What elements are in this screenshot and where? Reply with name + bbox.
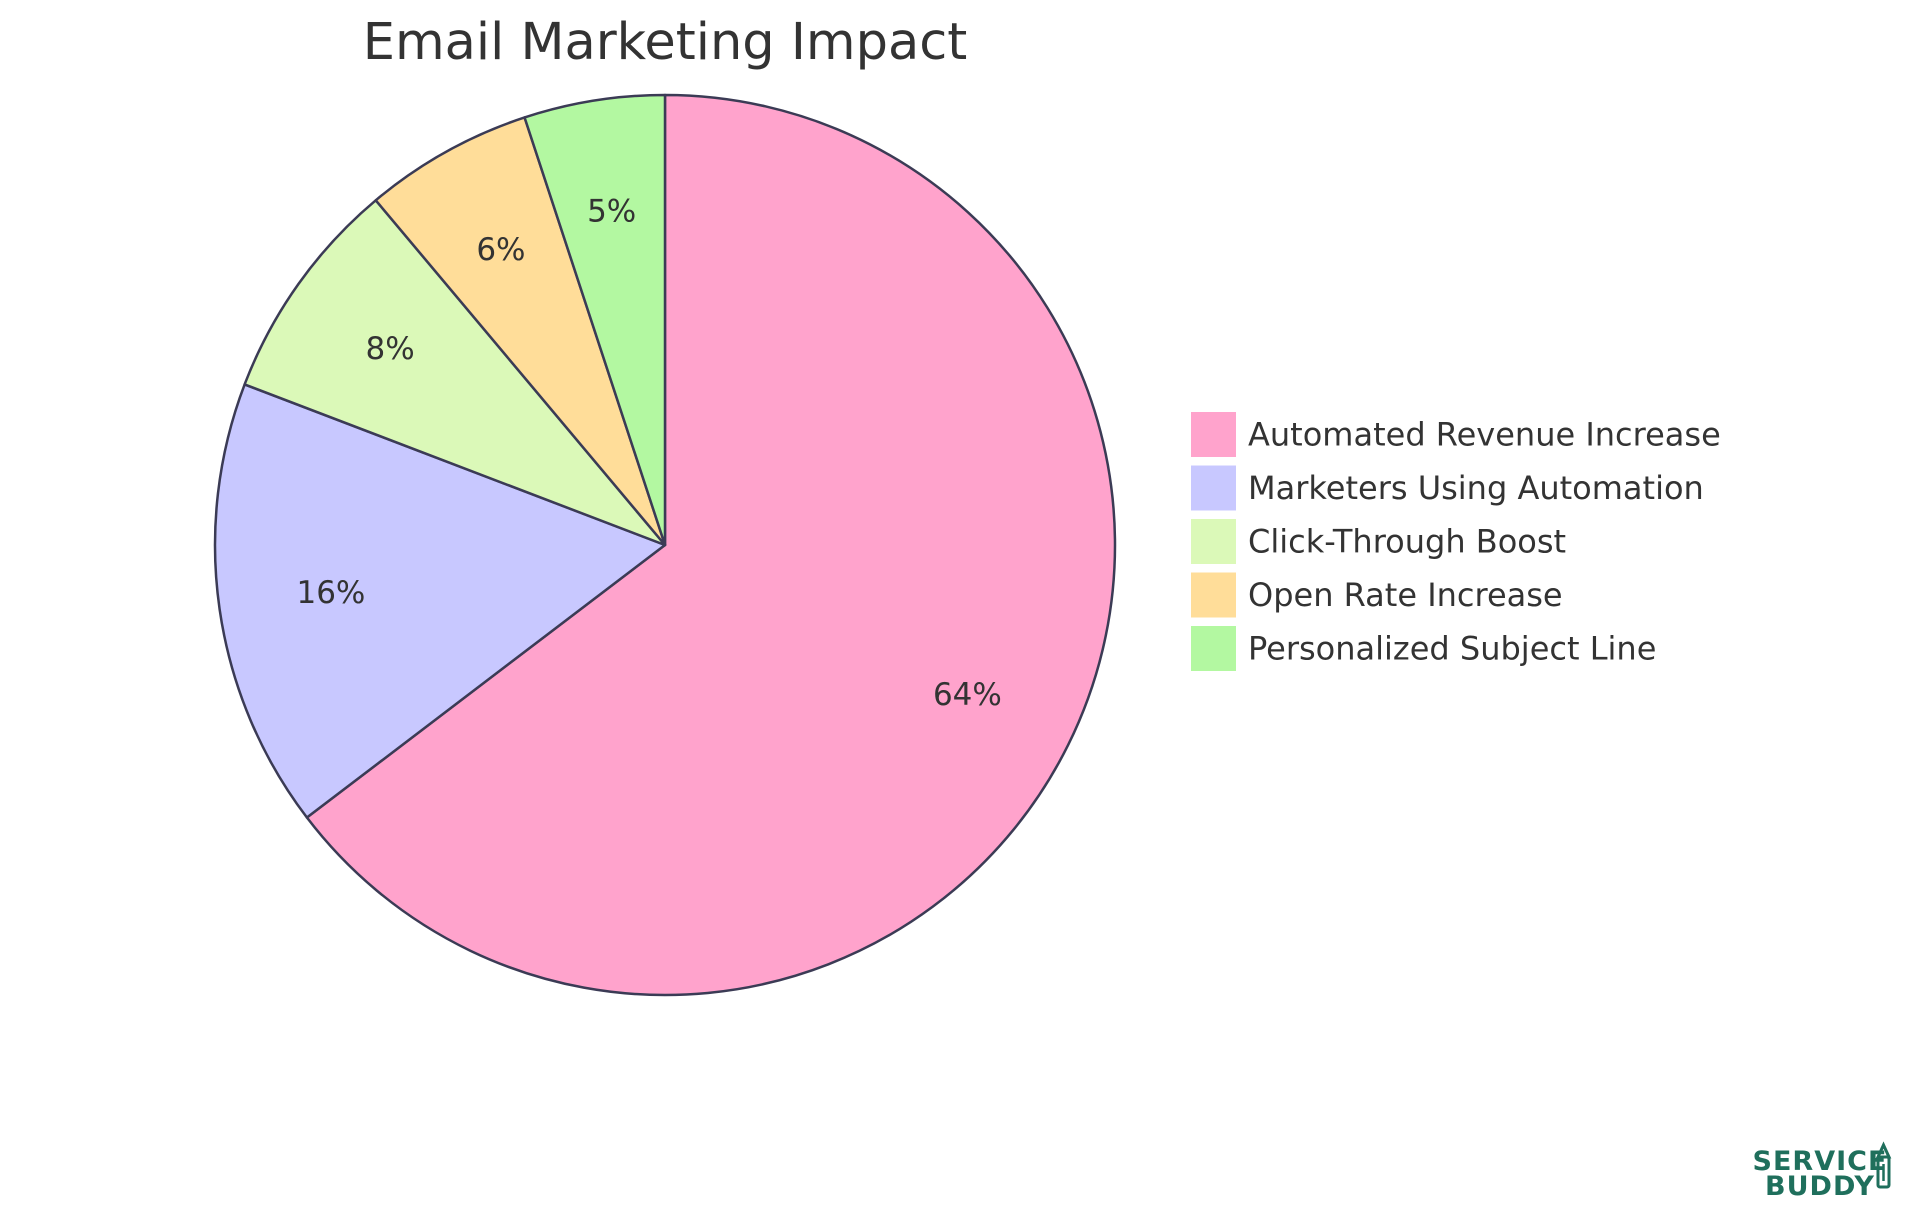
pencil-icon xyxy=(1875,1141,1892,1189)
legend-label-4: Open Rate Increase xyxy=(1248,576,1563,614)
legend-label-2: Marketers Using Automation xyxy=(1248,469,1704,507)
legend-item-1: Automated Revenue Increase xyxy=(1191,412,1721,457)
legend-swatch-5 xyxy=(1191,626,1236,671)
pie-slice-3 xyxy=(243,199,667,547)
chart-title: Email Marketing Impact xyxy=(363,13,967,72)
pie-slice-label-1: 64% xyxy=(933,677,1002,713)
legend-item-2: Marketers Using Automation xyxy=(1191,465,1704,511)
legend-label-5: Personalized Subject Line xyxy=(1248,630,1656,668)
pie-slices xyxy=(213,93,1117,997)
legend-item-3: Click-Through Boost xyxy=(1191,519,1566,564)
legend: Automated Revenue Increase Marketers Usin… xyxy=(1191,412,1721,671)
pie-slice-5 xyxy=(523,93,667,547)
legend-swatch-4 xyxy=(1191,572,1236,618)
pie-slice-label-3: 8% xyxy=(365,331,414,367)
legend-item-5: Personalized Subject Line xyxy=(1191,626,1656,671)
logo-text-line2: BUDDY xyxy=(1765,1171,1875,1202)
pie-slice-label-5: 5% xyxy=(587,194,636,230)
legend-swatch-1 xyxy=(1191,412,1236,457)
legend-swatch-3 xyxy=(1191,519,1236,564)
service-buddy-logo: SERVICE BUDDY xyxy=(1753,1141,1892,1202)
legend-label-1: Automated Revenue Increase xyxy=(1248,416,1721,454)
pie-slice-label-2: 16% xyxy=(296,575,365,611)
pie-slice-4 xyxy=(374,116,667,547)
pie-slice-label-4: 6% xyxy=(476,232,525,268)
legend-item-4: Open Rate Increase xyxy=(1191,572,1563,618)
pie-slice-2 xyxy=(213,383,667,819)
legend-label-3: Click-Through Boost xyxy=(1248,523,1566,561)
pie-slice-labels: 64% 16% 8% 6% 5% xyxy=(296,194,1001,713)
logo-text-line1: SERVICE xyxy=(1753,1146,1888,1177)
pie-slice-1 xyxy=(305,93,1117,997)
legend-swatch-2 xyxy=(1191,465,1236,511)
